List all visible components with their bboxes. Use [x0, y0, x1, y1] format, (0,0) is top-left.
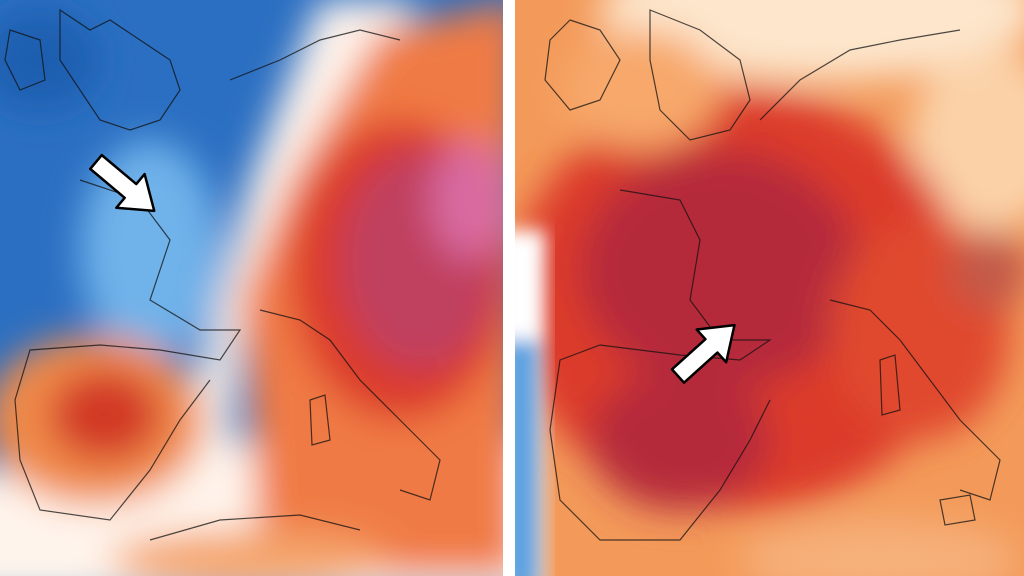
arrow [670, 323, 736, 384]
cool-edge [515, 230, 545, 576]
coastlines [544, 9, 1001, 541]
temperature-field [515, 0, 1024, 576]
divider [503, 0, 515, 576]
temperature-field [0, 0, 503, 576]
coastlines [4, 8, 441, 541]
arrow [88, 153, 156, 213]
right-map [515, 0, 1024, 576]
left-map [0, 0, 503, 576]
